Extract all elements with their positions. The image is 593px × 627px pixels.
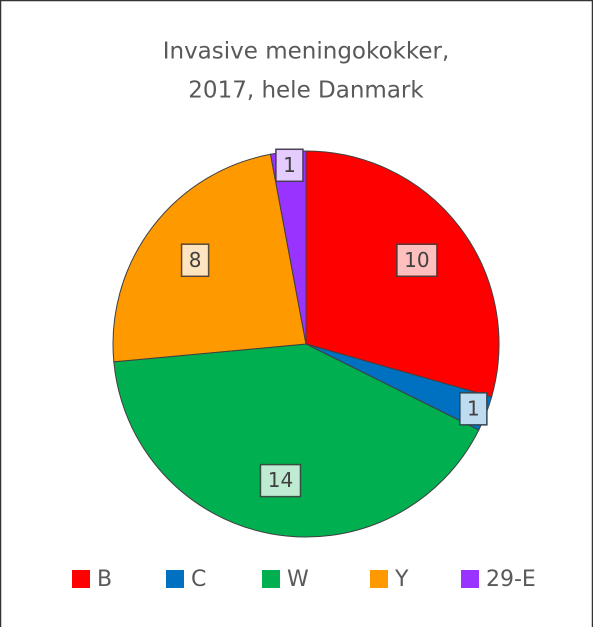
data-label-box [459,392,488,426]
data-label-tint [260,464,301,497]
data-label-tint [275,149,303,182]
legend-label: B [97,567,112,592]
data-label-box [180,243,210,278]
legend-swatch [262,570,280,588]
data-label-box [275,148,304,183]
data-label-box [396,243,438,278]
chart-title: 2017, hele Danmark [188,78,424,104]
pie-slice [112,153,307,363]
legend-swatch [370,570,388,588]
data-label: 1 [467,396,480,420]
legend-swatch [72,570,90,588]
legend-swatch [461,570,479,588]
legend-swatch [166,570,184,588]
pie-slice [113,343,480,538]
data-label-box [259,463,302,498]
legend-label: C [191,567,206,592]
data-label-tint [396,244,437,277]
data-label: 14 [268,468,293,492]
chart-title: Invasive meningokokker, [163,39,450,65]
data-label: 8 [189,248,202,272]
data-label-tint [459,392,487,425]
legend-label: 29-E [486,567,536,592]
data-label-tint [181,244,209,277]
legend-label: W [287,567,309,592]
data-label: 1 [283,153,296,177]
data-label: 10 [404,248,429,272]
legend-label: Y [394,567,409,592]
